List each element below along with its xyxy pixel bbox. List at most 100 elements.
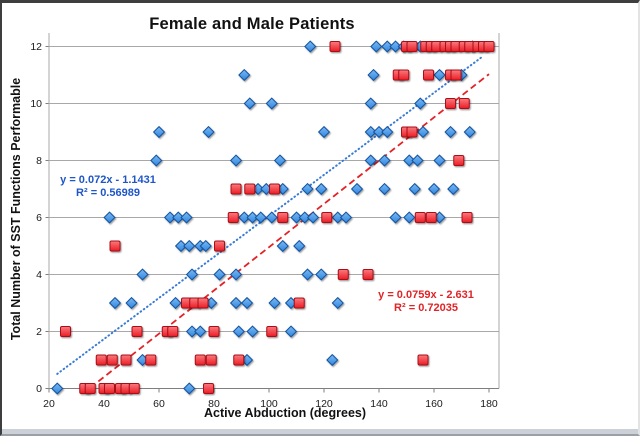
blue-diamond-point [152, 125, 166, 139]
red-square-point [483, 41, 495, 52]
x-tick-label: 40 [98, 398, 110, 410]
blue-diamond-point [306, 211, 320, 224]
red-square-point [362, 269, 374, 280]
red-square-point [425, 212, 437, 223]
red-square-point [197, 297, 209, 309]
red-square-point [208, 326, 220, 337]
blue-diamond-point [315, 182, 328, 196]
blue-diamond-point [254, 211, 267, 224]
blue-diamond-point [378, 182, 391, 196]
x-tick-label: 20 [43, 398, 55, 410]
blue-diamond-point [229, 154, 243, 167]
red-trendline-label: y = 0.0759x - 2.631 R² = 0.72035 [378, 289, 474, 315]
blue-diamond-point [108, 296, 122, 310]
blue-diamond-point [183, 239, 196, 253]
y-tick-label: 8 [36, 155, 42, 167]
blue-diamond-point [293, 239, 306, 253]
x-tick-label: 160 [425, 398, 443, 410]
red-square-point [423, 69, 434, 81]
blue-diamond-point [268, 296, 281, 310]
blue-diamond-point [367, 68, 380, 82]
blue-diamond-point [372, 125, 386, 139]
red-square-point [337, 269, 349, 280]
blue-diamond-point [276, 239, 289, 253]
blue-diamond-point [103, 211, 116, 224]
red-square-point [277, 212, 289, 223]
blue-diamond-point [185, 268, 199, 281]
y-tick-label: 12 [30, 41, 42, 53]
blue-diamond-point [331, 296, 344, 310]
red-square-point [203, 383, 214, 394]
blue-diamond-point [229, 268, 243, 281]
red-square-point [269, 183, 280, 195]
blue-diamond-point [265, 97, 278, 110]
blue-diamond-point [381, 40, 394, 53]
blue-diamond-point [433, 154, 446, 167]
red-square-point [244, 183, 256, 195]
figure-bottom-frame [2, 429, 638, 434]
blue-diamond-point [125, 296, 138, 310]
red-squares-trendline [89, 73, 490, 389]
y-tick-label: 2 [36, 326, 42, 338]
y-tick-label: 0 [36, 383, 42, 395]
blue-diamond-point [315, 268, 328, 281]
x-tick-label: 120 [315, 398, 333, 410]
red-square-point [194, 354, 206, 366]
y-tick-label: 6 [36, 212, 42, 224]
blue-diamond-point [433, 68, 446, 82]
scatter-plot-canvas: 0 2 4 6 8 10 12 20 40 60 80 100 120 140 160 180 [30, 33, 500, 410]
red-square-point [398, 69, 410, 81]
red-square-point [60, 326, 71, 337]
blue-diamond-point [265, 211, 278, 224]
blue-diamond-point [150, 154, 163, 167]
blue-diamond-point [408, 182, 421, 196]
blue-diamond-point [370, 40, 383, 53]
blue-diamond-point [183, 382, 196, 395]
blue-diamond-point [174, 239, 188, 253]
red-square-point [461, 212, 473, 223]
x-tick-label: 60 [153, 398, 165, 410]
blue-trendline-r2: R² = 0.56989 [76, 187, 140, 199]
blue-diamond-point [240, 296, 254, 310]
blue-diamond-point [414, 97, 427, 110]
blue-diamond-point [213, 268, 226, 281]
blue-diamond-point [238, 211, 251, 224]
red-square-point [445, 98, 456, 109]
blue-diamond-point [202, 125, 215, 139]
blue-diamond-point [169, 296, 182, 310]
blue-diamond-point [427, 182, 441, 196]
blue-diamond-point [290, 211, 303, 224]
red-square-point [120, 354, 132, 366]
red-square-point [329, 41, 341, 52]
blue-diamond-point [403, 211, 416, 224]
red-square-point [417, 354, 429, 366]
red-square-point [167, 326, 179, 337]
blue-diamond-point [199, 239, 212, 253]
blue-diamond-point [350, 182, 364, 196]
y-tick-label: 4 [36, 269, 42, 281]
chart-title: Female and Male Patients [149, 15, 355, 33]
blue-diamond-point [172, 211, 185, 224]
blue-diamond-point [364, 125, 377, 139]
blue-diamond-point [326, 353, 339, 367]
blue-trendline-label: y = 0.072x - 1.1431 R² = 0.56989 [60, 174, 156, 200]
red-square-point [321, 212, 333, 223]
blue-diamond-point [389, 211, 402, 224]
red-square-point [131, 326, 143, 337]
red-square-point [214, 240, 225, 252]
blue-diamond-point [403, 154, 416, 167]
blue-diamond-point [381, 125, 394, 139]
blue-diamond-point [246, 325, 259, 338]
blue-diamond-point [246, 211, 259, 224]
blue-diamond-point [180, 211, 193, 224]
blue-diamond-point [51, 382, 64, 395]
red-square-point [128, 383, 140, 394]
y-axis-title: Total Number of SST Functions Performabl… [9, 77, 23, 341]
blue-diamond-point [389, 40, 402, 53]
blue-diamond-point [364, 154, 377, 167]
blue-diamond-point [364, 97, 377, 110]
blue-diamond-point [304, 40, 317, 53]
blue-diamond-point [416, 125, 430, 139]
blue-diamond-point [273, 154, 287, 167]
